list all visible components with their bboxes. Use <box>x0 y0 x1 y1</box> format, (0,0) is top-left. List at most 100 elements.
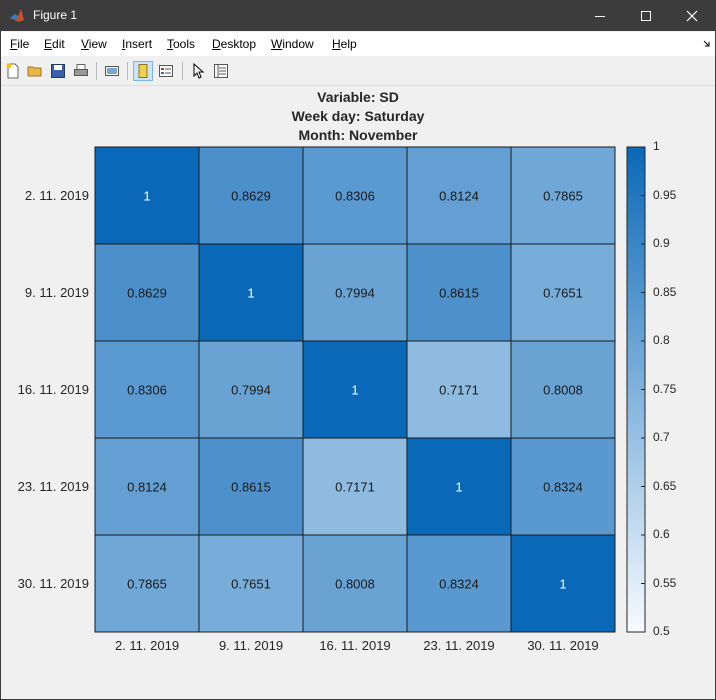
heatmap-cell-label: 0.7651 <box>231 577 271 592</box>
heatmap-cell-label: 0.8124 <box>439 189 479 204</box>
dock-arrow-icon[interactable] <box>703 40 711 48</box>
colorbar-tick-label: 0.85 <box>653 284 677 299</box>
open-file-icon <box>27 66 42 77</box>
heatmap-cell[interactable] <box>406 243 512 342</box>
menu-desktop[interactable]: Desktop <box>212 37 257 51</box>
heatmap-plot[interactable]: 1 0.8629 0.8306 0.8124 0.7865 0.8629 1 0.7994 0.… <box>1 86 715 699</box>
x-tick-label: 16. 11. 2019 <box>319 638 391 653</box>
menu-help[interactable]: Help <box>332 37 357 51</box>
property-inspector-button[interactable] <box>211 61 231 81</box>
menu-window[interactable]: Window <box>271 37 314 51</box>
new-figure-button[interactable] <box>3 61 23 81</box>
heatmap-cell[interactable] <box>510 146 616 245</box>
x-tick-label: 23. 11. 2019 <box>423 638 495 653</box>
heatmap-cell-label: 0.7994 <box>335 286 375 301</box>
heatmap-cell[interactable] <box>406 534 512 633</box>
heatmap-cell[interactable] <box>198 340 304 439</box>
print-button[interactable] <box>71 61 91 81</box>
x-tick-label: 2. 11. 2019 <box>114 638 180 653</box>
plot-title-line-1: Variable: SD <box>317 89 399 105</box>
minimize-button[interactable] <box>577 1 623 31</box>
colorbar-tick-label: 0.7 <box>653 430 670 444</box>
maximize-icon <box>641 11 651 21</box>
heatmap-cell[interactable] <box>94 340 200 439</box>
menu-view[interactable]: View <box>81 37 107 51</box>
new-figure-icon <box>6 63 19 79</box>
heatmap-cell[interactable] <box>94 437 200 536</box>
open-file-button[interactable] <box>25 61 45 81</box>
menu-file[interactable]: File <box>10 37 30 51</box>
close-button[interactable] <box>669 1 715 31</box>
heatmap-cell-label: 1 <box>143 189 150 204</box>
heatmap-cell[interactable] <box>510 340 616 439</box>
colorbar-tick-label: 1 <box>653 139 660 153</box>
heatmap-cell[interactable] <box>302 243 408 342</box>
heatmap-cell[interactable] <box>302 340 408 439</box>
heatmap-cell-label: 0.8615 <box>231 480 271 495</box>
edit-plot-button[interactable] <box>188 61 208 81</box>
colorbar-tick-label: 0.55 <box>653 575 677 590</box>
heatmap-cell-label: 0.7865 <box>127 577 167 592</box>
heatmap-cell-label: 0.7994 <box>231 383 271 398</box>
edit-plot-pointer-icon <box>193 63 205 79</box>
heatmap-cell-label: 0.8324 <box>543 480 583 495</box>
heatmap-cell-label: 0.8124 <box>127 480 167 495</box>
x-tick-label: 9. 11. 2019 <box>218 638 284 653</box>
heatmap-cell-label: 1 <box>247 286 254 301</box>
colorbar-tick-label: 0.6 <box>653 527 670 541</box>
print-icon <box>74 64 88 76</box>
colorbar-tick-label: 0.9 <box>653 236 670 250</box>
figure-canvas: Variable: SD Week day: Saturday Month: N… <box>1 86 715 699</box>
heatmap-cell-label: 0.8615 <box>439 286 479 301</box>
heatmap-cell[interactable] <box>94 146 200 245</box>
plot-title-line-3: Month: November <box>298 127 418 143</box>
y-tick-label: 2. 11. 2019 <box>24 187 89 203</box>
dock-figure-icon <box>138 64 148 78</box>
link-plot-icon <box>105 66 119 76</box>
heatmap-cell[interactable] <box>406 340 512 439</box>
menu-edit[interactable]: Edit <box>44 37 65 51</box>
figure-toolbar <box>1 57 715 86</box>
insert-legend-button[interactable] <box>156 61 176 81</box>
heatmap-cell[interactable] <box>302 437 408 536</box>
heatmap-cell[interactable] <box>198 437 304 536</box>
heatmap-cell-label: 0.7171 <box>335 480 375 495</box>
toolbar-separator <box>96 62 97 80</box>
heatmap-cell-label: 0.8324 <box>439 577 479 592</box>
heatmap-cell-label: 1 <box>559 577 566 592</box>
heatmap-cell-label: 0.7865 <box>543 189 583 204</box>
link-plot-button[interactable] <box>102 61 122 81</box>
heatmap-cell-label: 0.7171 <box>439 383 479 398</box>
heatmap-cell-label: 0.8008 <box>543 383 583 398</box>
dock-figure-button[interactable] <box>133 61 153 81</box>
heatmap-cell-label: 1 <box>351 383 358 398</box>
heatmap-cell-label: 0.8306 <box>335 189 375 204</box>
heatmap-cell[interactable] <box>302 534 408 633</box>
colorbar-tick-label: 0.65 <box>653 478 677 493</box>
minimize-icon <box>595 16 605 17</box>
y-tick-label: 16. 11. 2019 <box>17 381 89 397</box>
title-bar[interactable]: Figure 1 <box>1 1 715 31</box>
heatmap-cell[interactable] <box>198 243 304 342</box>
y-tick-label: 23. 11. 2019 <box>17 478 89 494</box>
insert-legend-icon <box>159 65 173 77</box>
colorbar-tick-label: 0.95 <box>653 187 677 202</box>
menu-tools[interactable]: Tools <box>167 37 196 51</box>
heatmap-cell[interactable] <box>198 534 304 633</box>
menu-insert[interactable]: Insert <box>122 37 153 51</box>
colorbar-tick-label: 0.5 <box>653 624 670 638</box>
y-tick-label: 9. 11. 2019 <box>24 284 89 300</box>
plot-title-line-2: Week day: Saturday <box>291 108 425 124</box>
heatmap-cell[interactable] <box>302 146 408 245</box>
heatmap-cell[interactable] <box>510 437 616 536</box>
heatmap-cell-label: 0.8629 <box>231 189 271 204</box>
heatmap-cell[interactable] <box>510 534 616 633</box>
heatmap-cell[interactable] <box>510 243 616 342</box>
heatmap-cell-label: 0.7651 <box>543 286 583 301</box>
heatmap-cell-label: 0.8008 <box>335 577 375 592</box>
save-button[interactable] <box>48 61 68 81</box>
save-icon <box>51 64 65 78</box>
maximize-button[interactable] <box>623 1 669 31</box>
menu-bar: File Edit View Insert Tools Desktop Wind… <box>1 32 715 56</box>
